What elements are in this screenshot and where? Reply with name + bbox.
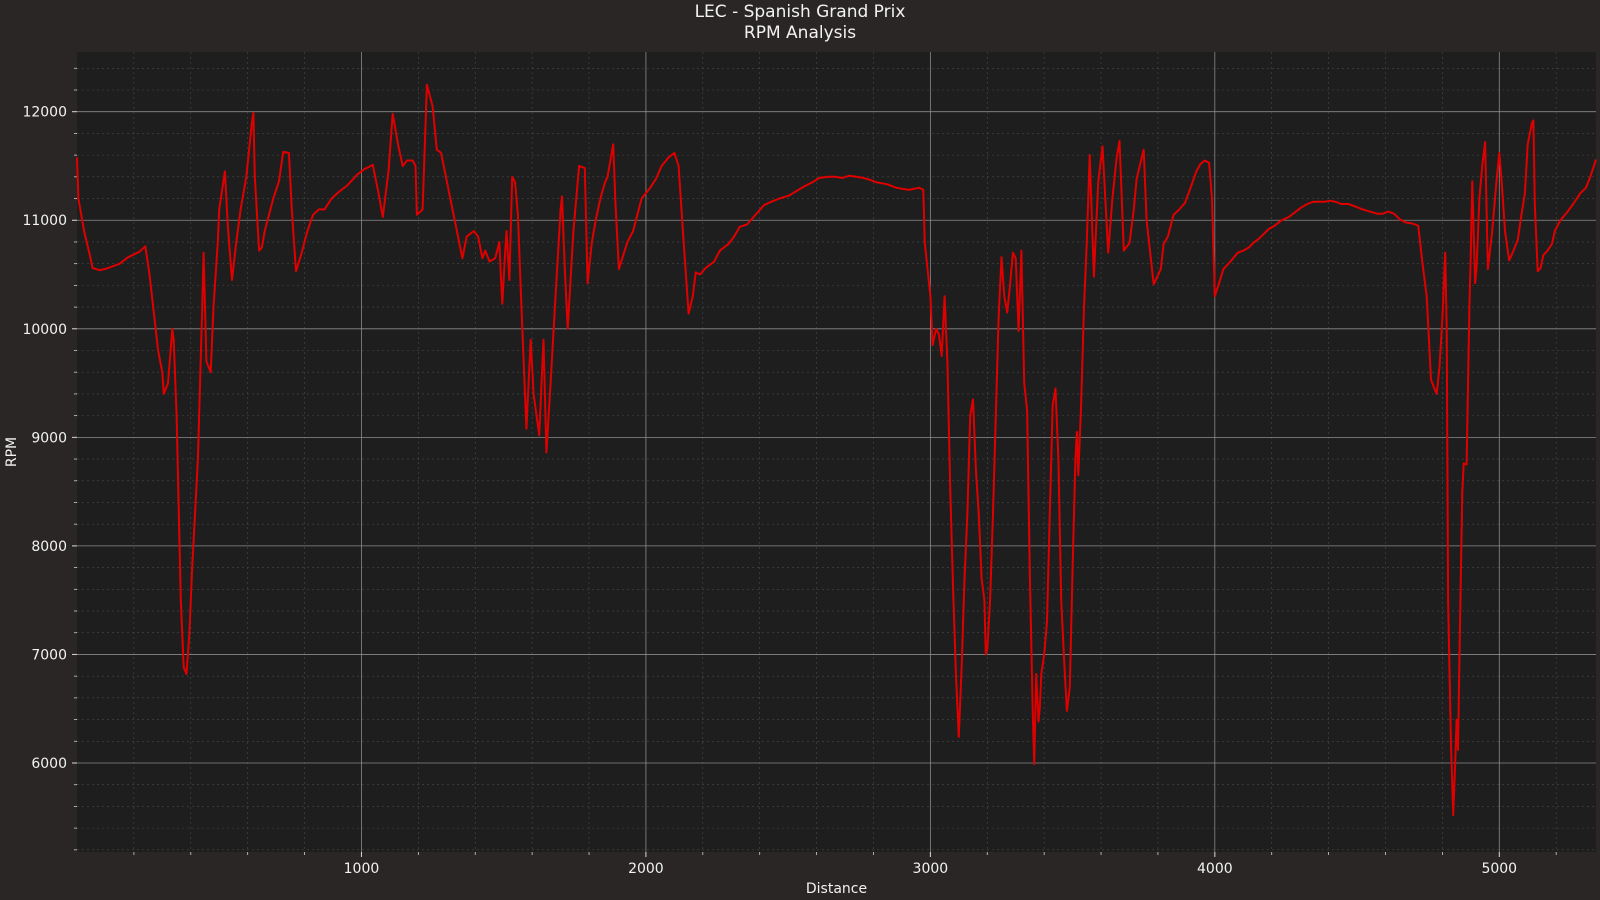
y-tick-label: 9000 <box>31 430 67 446</box>
major-grid <box>77 52 1596 852</box>
y-tick-label: 12000 <box>22 105 67 121</box>
chart-title: LEC - Spanish Grand Prix <box>694 2 906 22</box>
plot-area <box>77 52 1596 852</box>
x-tick-label: 1000 <box>344 861 380 877</box>
x-tick-label: 5000 <box>1481 861 1517 877</box>
x-axis-label: Distance <box>806 881 867 897</box>
axis-ticks: 1000 2000 3000 4000 5000 6000 7000 8000 9000 1000… <box>22 67 1557 877</box>
y-tick-label: 6000 <box>31 756 67 772</box>
y-axis-label: RPM <box>4 437 20 467</box>
minor-grid <box>77 52 1596 852</box>
x-tick-label: 3000 <box>913 861 949 877</box>
y-tick-label: 8000 <box>31 539 67 555</box>
y-tick-label: 11000 <box>22 213 67 229</box>
y-tick-label: 10000 <box>22 322 67 338</box>
x-tick-label: 2000 <box>628 861 664 877</box>
y-tick-label: 7000 <box>31 647 67 663</box>
rpm-series-line <box>76 83 1597 817</box>
chart-subtitle: RPM Analysis <box>743 23 857 43</box>
x-tick-label: 4000 <box>1197 861 1233 877</box>
